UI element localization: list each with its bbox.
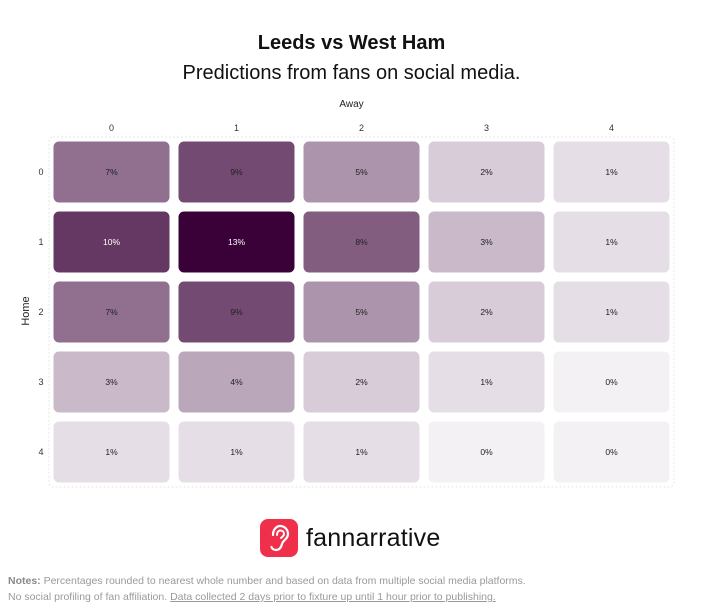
heatmap-cell-label: 2% [355, 377, 368, 387]
heatmap-cell-label: 1% [605, 167, 618, 177]
heatmap-cell [52, 420, 171, 484]
heatmap-cell [177, 140, 296, 204]
heatmap-cell-label: 7% [105, 167, 118, 177]
heatmap-cell [52, 140, 171, 204]
notes-data-collection-link[interactable]: Data collected 2 days prior to fixture u… [170, 591, 496, 603]
heatmap-cell [552, 210, 671, 274]
x-axis-title: Away [339, 99, 364, 110]
heatmap-cell [177, 210, 296, 274]
y-tick-label: 3 [38, 377, 43, 387]
brand-name: fannarrative [306, 523, 441, 552]
heatmap-cell [302, 420, 421, 484]
heatmap-cell-label: 7% [105, 307, 118, 317]
heatmap-cell-label: 4% [230, 377, 243, 387]
chart-subtitle: Predictions from fans on social media. [182, 62, 521, 84]
heatmap-cell-label: 1% [480, 377, 493, 387]
heatmap-cell [552, 350, 671, 414]
y-tick-label: 4 [38, 447, 43, 457]
x-tick-label: 3 [484, 123, 489, 133]
heatmap-cell-label: 1% [605, 307, 618, 317]
heatmap-cell-label: 10% [103, 237, 120, 247]
brand-logo: fannarrative [260, 518, 440, 558]
heatmap-cell-label: 3% [480, 237, 493, 247]
heatmap-cell-label: 1% [105, 447, 118, 457]
chart-title: Leeds vs West Ham [257, 32, 446, 54]
heatmap-cell-label: 2% [480, 167, 493, 177]
heatmap-cell-label: 13% [228, 237, 245, 247]
heatmap-cell [52, 280, 171, 344]
heatmap-cell [427, 210, 546, 274]
heatmap-cell [177, 350, 296, 414]
heatmap-cell [552, 420, 671, 484]
x-tick-label: 0 [109, 123, 114, 133]
notes-label: Notes: [8, 575, 41, 587]
heatmap-cell-label: 5% [355, 167, 368, 177]
heatmap-cell [177, 280, 296, 344]
heatmap-cell-label: 0% [605, 377, 618, 387]
heatmap-cell-label: 1% [355, 447, 368, 457]
heatmap-cell-label: 9% [230, 167, 243, 177]
notes-text-2: No social profiling of fan affiliation. [8, 591, 168, 603]
heatmap-cell-label: 8% [355, 237, 368, 247]
notes-text-1: Percentages rounded to nearest whole num… [43, 575, 526, 587]
y-tick-label: 0 [38, 167, 43, 177]
heatmap-cell [427, 350, 546, 414]
heatmap-cell-label: 5% [355, 307, 368, 317]
heatmap-cell [427, 280, 546, 344]
y-tick-label: 2 [38, 307, 43, 317]
heatmap-cell [302, 350, 421, 414]
heatmap-chart: 0 1 2 3 4 0 1 2 3 4 7% 9% 5% 2% 1% 10% 13% 8% 3% 1% 7% 9% 5% 2%… [38, 123, 675, 488]
heatmap-cell-label: 0% [605, 447, 618, 457]
x-tick-label: 4 [609, 123, 614, 133]
heatmap-cell [427, 420, 546, 484]
notes-line-1: Notes: Percentages rounded to nearest wh… [8, 573, 698, 589]
heatmap-cell [552, 280, 671, 344]
heatmap-cell-label: 3% [105, 377, 118, 387]
heatmap-cell [302, 210, 421, 274]
ear-icon [260, 519, 298, 557]
heatmap-cell [177, 420, 296, 484]
heatmap-cell [552, 140, 671, 204]
heatmap-cell [52, 210, 171, 274]
heatmap-cell-label: 2% [480, 307, 493, 317]
heatmap-cell [302, 140, 421, 204]
heatmap-cell-label: 1% [605, 237, 618, 247]
heatmap-frame [48, 136, 675, 488]
y-tick-label: 1 [38, 237, 43, 247]
footnotes: Notes: Percentages rounded to nearest wh… [8, 573, 698, 605]
heatmap-cell [302, 280, 421, 344]
heatmap-cell-label: 0% [480, 447, 493, 457]
heatmap-cell-label: 9% [230, 307, 243, 317]
x-tick-label: 2 [359, 123, 364, 133]
x-tick-label: 1 [234, 123, 239, 133]
heatmap-cell [427, 140, 546, 204]
notes-line-2: No social profiling of fan affiliation. … [8, 589, 698, 605]
heatmap-cell [52, 350, 171, 414]
heatmap-cell-label: 1% [230, 447, 243, 457]
